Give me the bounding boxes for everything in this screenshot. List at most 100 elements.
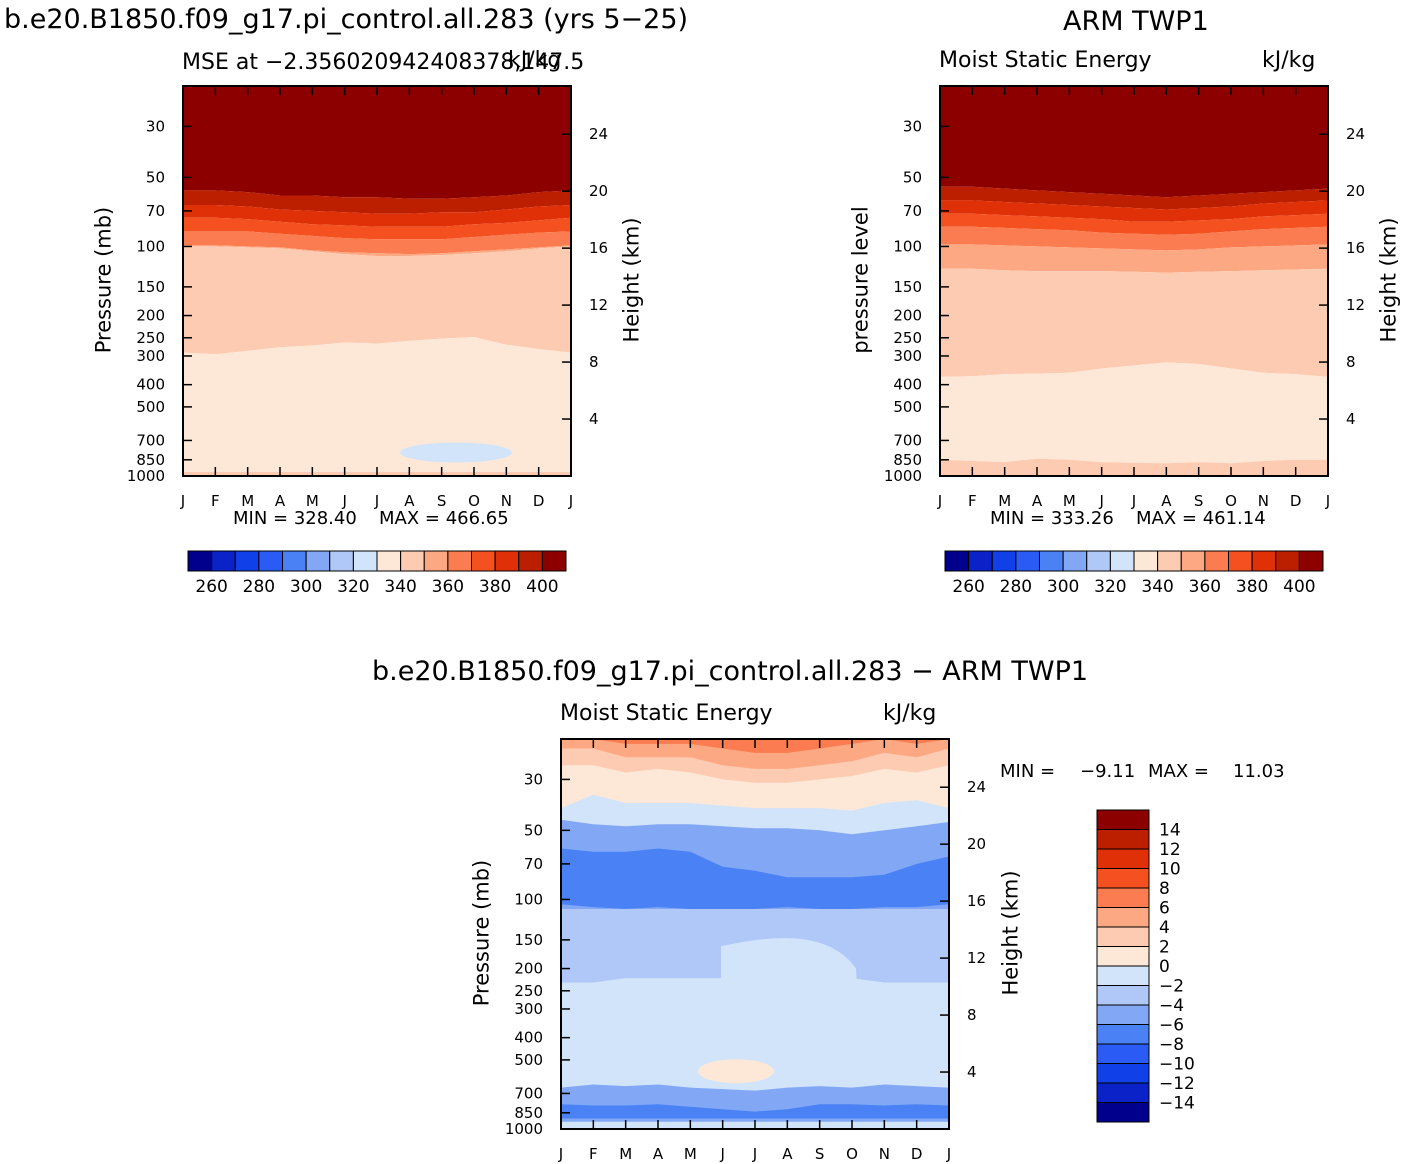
model-cb-label: 340 — [384, 577, 416, 597]
diff-month-label: J — [946, 1145, 951, 1163]
diff-cb-cell — [1096, 1082, 1150, 1103]
obs-month-label: J — [937, 492, 942, 510]
model-cb-label: 280 — [243, 577, 275, 597]
obs-band-370 — [940, 213, 1328, 235]
model-low-mse-patch — [400, 442, 512, 463]
model-cb-label: 260 — [195, 577, 227, 597]
model-cb-cell — [376, 550, 402, 572]
model-htick-label: 16 — [589, 239, 608, 257]
model-y2-axis-label: Height (km) — [619, 217, 644, 343]
model-cb-cell — [447, 550, 472, 572]
model-cb-cell — [234, 550, 260, 572]
diff-cb-label: 4 — [1159, 918, 1170, 938]
obs-cb-cell — [1180, 550, 1206, 572]
obs-cb-cell — [1204, 550, 1229, 572]
model-month-label: M — [306, 492, 319, 510]
diff-htick-label: 16 — [967, 892, 986, 910]
diff-ptick-label: 150 — [514, 931, 543, 949]
model-cb-label: 300 — [290, 577, 322, 597]
model-band-390 — [183, 190, 571, 214]
obs-month-label: A — [1032, 492, 1043, 510]
obs-month-label: D — [1290, 492, 1302, 510]
diff-cb-cell — [1096, 868, 1150, 889]
obs-ptick-label: 400 — [893, 376, 922, 394]
diff-cb-cell — [1096, 1063, 1150, 1084]
model-cb-label: 360 — [432, 577, 464, 597]
diff-ptick-label: 250 — [514, 982, 543, 1000]
obs-colorbar: 260 280 300 320 340 360 380 400 — [944, 550, 1324, 597]
model-htick-label: 4 — [589, 410, 599, 428]
model-month-label: O — [468, 492, 480, 510]
obs-month-label: M — [1063, 492, 1076, 510]
obs-ptick-label: 700 — [893, 431, 922, 449]
obs-band-390 — [940, 186, 1328, 210]
model-ptick-label: 50 — [146, 168, 165, 186]
obs-cb-cell — [1086, 550, 1111, 572]
diff-ptick-label: 400 — [514, 1029, 543, 1047]
diff-min-value: −9.11 — [1080, 761, 1136, 782]
model-month-label: J — [374, 492, 379, 510]
obs-cb-cell — [944, 550, 970, 572]
model-cb-cell — [352, 550, 378, 572]
diff-y-axis-label: Pressure (mb) — [469, 859, 494, 1007]
model-cb-cell — [305, 550, 331, 572]
diff-month-label: A — [782, 1145, 793, 1163]
model-month-label: J — [180, 492, 185, 510]
obs-cb-label: 360 — [1189, 577, 1221, 597]
diff-min-label: MIN = — [1000, 761, 1056, 782]
obs-htick-label: 4 — [1346, 410, 1356, 428]
diff-cb-label: 2 — [1159, 938, 1170, 958]
diff-max-label: MAX = — [1148, 761, 1209, 782]
model-band-380 — [183, 205, 571, 227]
model-ptick-label: 850 — [136, 451, 165, 469]
diff-cb-cell — [1096, 1102, 1150, 1123]
model-ptick-label: 1000 — [127, 467, 165, 485]
model-htick-label: 20 — [589, 182, 608, 200]
obs-units: kJ/kg — [1262, 48, 1316, 73]
model-cb-label: 400 — [526, 577, 558, 597]
model-ptick-label: 700 — [136, 431, 165, 449]
diff-month-label: O — [846, 1145, 858, 1163]
model-month-label: A — [275, 492, 286, 510]
model-cb-cell — [400, 550, 425, 572]
obs-band-340 — [940, 362, 1328, 464]
diff-cb-cell — [1096, 1004, 1150, 1025]
model-max-label: MAX = 466.65 — [379, 508, 509, 529]
model-ptick-label: 200 — [136, 307, 165, 325]
model-band-340 — [183, 337, 571, 472]
model-ptick-label: 100 — [136, 237, 165, 255]
obs-month-label: J — [1325, 492, 1330, 510]
diff-cb-cell — [1096, 965, 1150, 986]
model-band-360 — [183, 231, 571, 255]
obs-cb-cell — [1275, 550, 1300, 572]
obs-cb-label: 260 — [952, 577, 984, 597]
model-month-label: N — [501, 492, 512, 510]
obs-month-label: A — [1161, 492, 1172, 510]
diff-cb-label: 0 — [1159, 957, 1170, 977]
diff-warm-patch — [698, 1059, 774, 1084]
obs-htick-label: 8 — [1346, 353, 1356, 371]
obs-month-label: J — [1098, 492, 1103, 510]
obs-y-axis-label: pressure level — [848, 206, 873, 354]
obs-cb-cell — [1109, 550, 1135, 572]
model-month-label: A — [404, 492, 415, 510]
diff-ptick-label: 200 — [514, 960, 543, 978]
diff-ptick-label: 50 — [524, 821, 543, 839]
diff-ptick-label: 500 — [514, 1051, 543, 1069]
model-band-370 — [183, 217, 571, 240]
diff-cb-cell — [1096, 907, 1150, 928]
obs-main-title: ARM TWP1 — [1063, 6, 1209, 37]
model-y-axis-label: Pressure (mb) — [91, 206, 116, 354]
diff-band-m7 — [561, 848, 949, 909]
diff-htick-label: 24 — [967, 778, 986, 796]
diff-cb-cell — [1096, 1043, 1150, 1064]
diff-month-label: J — [719, 1145, 724, 1163]
diff-cb-cell — [1096, 985, 1150, 1006]
diff-main-title: b.e20.B1850.f09_g17.pi_control.all.283 −… — [372, 656, 1089, 687]
model-cb-cell — [211, 550, 236, 572]
model-htick-label: 12 — [589, 296, 608, 314]
obs-band-380 — [940, 200, 1328, 222]
diff-cb-label: 12 — [1159, 840, 1181, 860]
model-ptick-label: 400 — [136, 376, 165, 394]
